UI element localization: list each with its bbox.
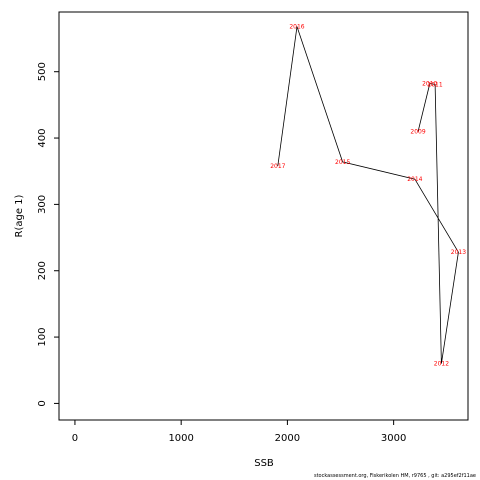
point-year-label: 2010 <box>422 81 437 88</box>
point-year-label: 2014 <box>407 176 422 183</box>
point-year-label: 2012 <box>434 361 449 368</box>
y-tick-label: 300 <box>37 195 48 214</box>
footer-credit: stockassessment.org, Fiskerikolen HM, r9… <box>313 473 476 479</box>
point-year-label: 2011 <box>427 81 442 88</box>
plot-frame <box>58 11 469 421</box>
y-tick-label: 0 <box>37 400 48 406</box>
x-tick-label: 3000 <box>381 433 406 444</box>
y-axis: 0 100 200 300 400 500 <box>37 62 60 407</box>
point-year-label: 2017 <box>270 163 285 170</box>
x-axis-label: SSB <box>254 458 274 469</box>
point-year-label: 2013 <box>451 249 466 256</box>
x-tick-label: 0 <box>72 433 78 444</box>
y-axis-label: R(age 1) <box>14 194 25 237</box>
point-year-label: 2016 <box>289 24 304 31</box>
stock-recruitment-line <box>277 26 459 364</box>
point-year-label: 2015 <box>335 159 350 166</box>
x-tick-label: 1000 <box>168 433 193 444</box>
y-tick-label: 400 <box>37 129 48 148</box>
x-axis: 0 1000 2000 3000 <box>72 419 406 444</box>
y-tick-label: 200 <box>37 261 48 280</box>
point-year-label: 2009 <box>410 128 425 135</box>
y-tick-label: 100 <box>37 328 48 347</box>
x-tick-label: 2000 <box>275 433 300 444</box>
y-tick-label: 500 <box>37 62 48 81</box>
